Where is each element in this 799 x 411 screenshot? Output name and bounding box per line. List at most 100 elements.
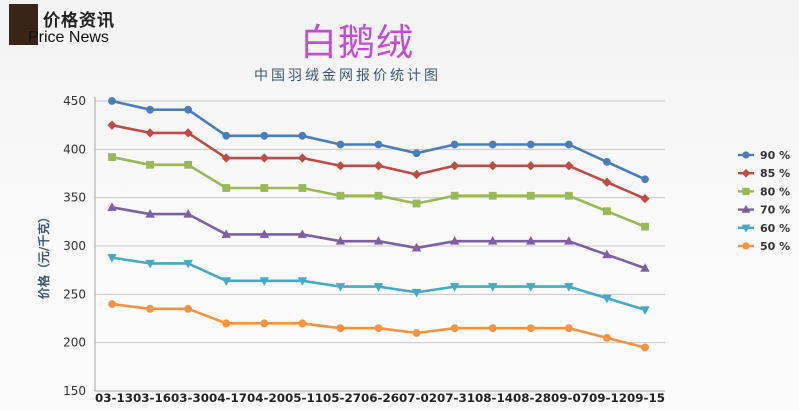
data-point-square xyxy=(450,191,459,200)
series-2 xyxy=(107,120,650,204)
legend-label: 70 % xyxy=(760,204,790,217)
data-point-triangle-down xyxy=(526,283,536,292)
chart-background xyxy=(0,0,799,268)
data-point-diamond xyxy=(107,120,117,130)
series-3 xyxy=(108,153,649,231)
data-point-triangle-down xyxy=(564,283,574,292)
data-point-triangle-up xyxy=(259,229,269,238)
data-point-triangle-up xyxy=(373,236,384,245)
y-tick-label: 250 xyxy=(63,287,86,301)
data-point-diamond xyxy=(373,161,384,171)
data-point-triangle-up xyxy=(449,236,460,245)
legend-label: 60 % xyxy=(760,222,790,235)
data-point-diamond xyxy=(297,153,307,163)
data-point-square xyxy=(412,199,421,208)
data-point-circle xyxy=(526,140,535,149)
series-group xyxy=(107,97,650,352)
data-point-circle xyxy=(260,131,269,140)
data-point-triangle-down xyxy=(741,224,751,233)
data-point-circle xyxy=(222,319,231,328)
data-point-diamond xyxy=(564,161,574,171)
data-point-diamond xyxy=(741,168,751,178)
legend-label: 80 % xyxy=(760,185,790,198)
data-point-square xyxy=(222,184,231,192)
y-tick-label: 200 xyxy=(63,336,86,350)
y-tick-label: 350 xyxy=(63,191,86,205)
data-point-circle xyxy=(108,97,116,105)
data-point-square xyxy=(564,191,573,200)
legend-item: 60 % xyxy=(738,222,790,235)
data-point-triangle-down xyxy=(335,283,346,292)
series-6 xyxy=(108,300,649,352)
data-point-circle xyxy=(488,324,497,333)
data-point-circle xyxy=(184,105,193,114)
legend-label: 50 % xyxy=(760,240,790,253)
data-point-triangle-up xyxy=(107,202,117,211)
data-point-square xyxy=(488,191,497,200)
data-point-triangle-down xyxy=(449,283,460,292)
data-point-triangle-up xyxy=(221,229,231,238)
data-point-triangle-down xyxy=(640,306,650,315)
data-point-triangle-up xyxy=(526,236,536,245)
legend-item: 90 % xyxy=(738,149,790,162)
data-point-triangle-up xyxy=(741,204,751,213)
legend-item: 50 % xyxy=(738,240,790,253)
y-tick-label: 150 xyxy=(63,384,86,398)
data-point-circle xyxy=(412,329,421,337)
data-point-circle xyxy=(374,324,383,333)
data-point-diamond xyxy=(602,177,612,187)
data-point-square xyxy=(603,207,611,216)
data-point-circle xyxy=(564,140,573,149)
grid-lines xyxy=(95,100,665,344)
data-point-circle xyxy=(641,343,649,352)
legend-item: 80 % xyxy=(738,185,790,198)
data-point-circle xyxy=(146,105,154,114)
logo-english-text: Price News xyxy=(28,29,109,46)
data-point-square xyxy=(298,184,307,192)
data-point-triangle-up xyxy=(640,263,650,272)
x-tick-labels: 03-1303-1603-3004-1704-2005-1105-2706-26… xyxy=(95,391,665,405)
logo-square xyxy=(9,4,38,45)
data-point-triangle-up xyxy=(411,242,422,252)
data-point-triangle-up xyxy=(183,209,193,218)
data-point-square xyxy=(260,184,269,192)
data-point-triangle-down xyxy=(221,277,231,286)
data-point-triangle-up xyxy=(145,209,155,218)
series-5 xyxy=(107,254,650,315)
data-point-circle xyxy=(336,324,345,333)
data-point-diamond xyxy=(488,161,498,171)
y-tick-label: 400 xyxy=(63,142,86,156)
data-point-diamond xyxy=(335,161,346,171)
data-point-circle xyxy=(450,140,459,149)
data-point-circle xyxy=(450,324,459,333)
y-tick-label: 300 xyxy=(63,239,86,253)
series-1 xyxy=(108,97,649,184)
data-point-diamond xyxy=(221,153,231,163)
data-point-diamond xyxy=(183,128,193,138)
data-point-square xyxy=(742,187,750,196)
chart-subtitle: 中国羽绒金网报价统计图 xyxy=(254,68,441,84)
logo-chinese-text: 价格资讯 xyxy=(43,11,115,31)
data-point-circle xyxy=(336,140,345,149)
legend: 90 % 85 % 80 % 70 % 60 % 50 % xyxy=(738,149,790,253)
data-point-circle xyxy=(146,304,154,313)
data-point-circle xyxy=(742,151,750,159)
data-point-triangle-up xyxy=(297,229,308,238)
data-point-triangle-up xyxy=(335,236,346,245)
data-point-triangle-down xyxy=(297,277,308,286)
data-point-circle xyxy=(742,242,750,250)
y-tick-label: 450 xyxy=(63,94,86,108)
data-point-circle xyxy=(641,175,649,184)
y-tick-labels: 150 200 250 300 350 400 450 xyxy=(63,94,86,398)
y-axis-label: 价格（元/千克） xyxy=(36,211,51,299)
data-point-circle xyxy=(260,319,269,328)
legend-item: 70 % xyxy=(738,204,790,217)
data-point-circle xyxy=(488,140,497,149)
data-point-triangle-up xyxy=(602,249,612,259)
data-point-square xyxy=(641,222,649,231)
chart-background-lower xyxy=(0,268,799,411)
data-point-circle xyxy=(298,319,307,328)
data-point-diamond xyxy=(526,161,536,171)
data-point-square xyxy=(184,160,193,169)
